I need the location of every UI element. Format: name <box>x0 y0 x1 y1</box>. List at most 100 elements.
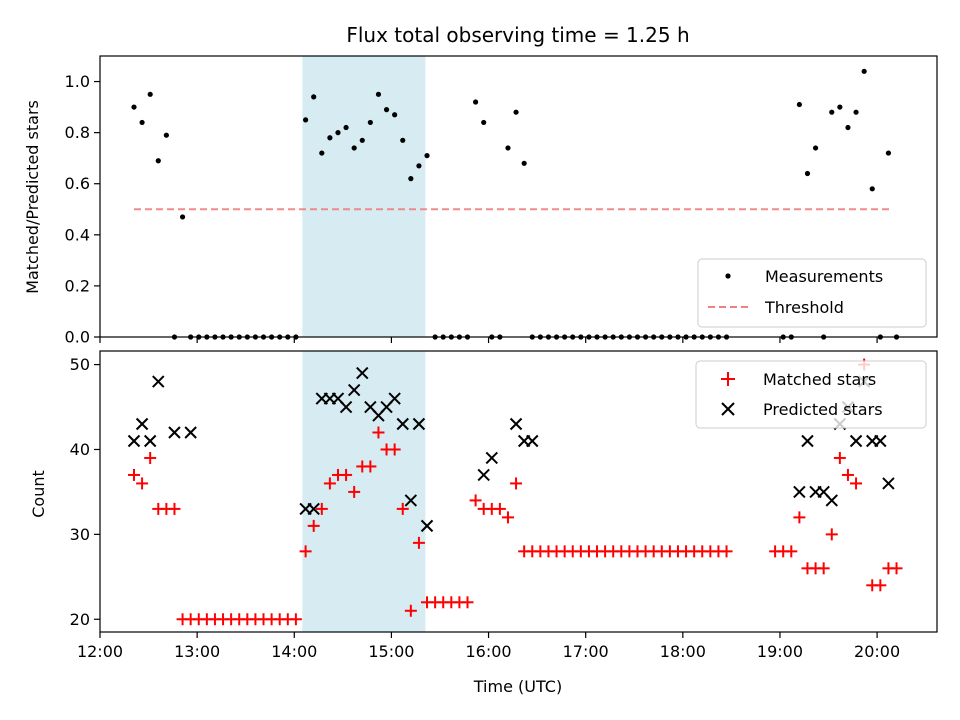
measurement-point <box>400 137 406 143</box>
matched-star-point <box>289 613 302 626</box>
measurement-point <box>869 186 875 192</box>
measurement-point <box>179 214 186 220</box>
matched-star-point <box>299 545 312 558</box>
predicted-star-point <box>347 383 361 397</box>
bottom-axes-frame <box>99 350 938 633</box>
top-panel: Flux total observing time = 1.25 h Match… <box>23 23 938 347</box>
measurement-point <box>139 119 145 126</box>
matched-star-point <box>469 494 482 507</box>
bottom-panel: Count Time (UTC) 20 30 40 50 12:00 13:00 14:0… <box>29 350 938 696</box>
matched-star-point <box>874 579 887 592</box>
matched-star-point <box>493 502 506 515</box>
x-tick-label: 18:00 <box>660 642 706 661</box>
top-y-ticks: 0.0 0.2 0.4 0.6 0.8 1.0 <box>65 72 100 347</box>
predicted-star-point <box>135 417 149 431</box>
measurement-point <box>481 119 487 126</box>
matched-star-point <box>372 426 385 439</box>
matched-star-point <box>340 468 353 481</box>
measurement-points <box>131 68 900 340</box>
measurement-point <box>796 101 802 108</box>
measurement-point <box>155 158 161 164</box>
predicted-star-point <box>412 417 426 431</box>
predicted-star-point <box>420 519 434 533</box>
legend-predicted-label: Predicted stars <box>763 400 883 419</box>
measurement-point <box>408 176 414 182</box>
measurement-point <box>521 160 527 166</box>
matched-star-point <box>307 519 320 532</box>
bottom-legend-box <box>695 360 927 429</box>
measurement-point <box>375 91 382 97</box>
predicted-star-point <box>388 392 401 405</box>
x-tick-label: 20:00 <box>854 642 900 661</box>
y-tick-label: 40 <box>70 440 90 459</box>
matched-star-point <box>396 502 409 515</box>
matched-star-point <box>841 468 854 481</box>
top-axes-frame <box>99 55 938 338</box>
predicted-star-point <box>882 477 895 490</box>
y-tick-label: 1.0 <box>65 72 90 91</box>
predicted-star-point <box>152 375 165 388</box>
measurement-point <box>351 145 357 151</box>
matched-star-point <box>364 460 377 473</box>
y-tick-label: 0.8 <box>65 123 90 142</box>
legend-measurements-marker <box>725 273 731 279</box>
predicted-star-point <box>356 366 369 380</box>
y-tick-label: 20 <box>70 610 90 629</box>
matched-star-point <box>793 511 806 524</box>
x-tick-label: 13:00 <box>174 642 220 661</box>
measurement-point <box>367 119 373 126</box>
measurement-point <box>424 153 430 159</box>
predicted-star-point <box>307 502 320 516</box>
measurement-point <box>303 117 309 123</box>
matched-star-point <box>890 562 903 575</box>
matched-star-point <box>136 477 149 490</box>
legend-matched-label: Matched stars <box>763 370 876 389</box>
matched-star-point <box>144 451 157 464</box>
predicted-star-point <box>477 468 490 482</box>
measurement-point <box>163 132 169 138</box>
x-tick-label: 14:00 <box>271 642 317 661</box>
top-legend-box <box>697 258 927 328</box>
measurement-point <box>311 94 317 100</box>
measurement-point <box>861 68 867 74</box>
matched-star-point <box>168 502 181 515</box>
matched-star-point <box>720 545 733 558</box>
matched-star-point <box>388 443 401 456</box>
predicted-star-point <box>184 426 197 439</box>
predicted-star-point <box>849 434 863 448</box>
measurement-point <box>812 145 819 151</box>
predicted-star-point <box>143 434 157 448</box>
y-tick-label: 0.2 <box>65 276 90 295</box>
measurement-point <box>505 145 511 151</box>
measurement-point <box>845 124 851 131</box>
measurement-point <box>335 130 341 136</box>
measurement-point <box>383 107 390 113</box>
matched-star-point <box>817 562 830 575</box>
measurement-point <box>853 109 859 115</box>
y-tick-label: 0.0 <box>65 328 90 347</box>
predicted-star-point <box>874 434 887 448</box>
y-tick-label: 0.6 <box>65 174 90 193</box>
measurement-point <box>837 104 843 110</box>
matched-star-point <box>315 502 328 515</box>
predicted-star-point <box>168 426 181 439</box>
measurement-point <box>343 124 349 131</box>
x-tick-label: 16:00 <box>465 642 511 661</box>
measurement-point <box>472 99 479 105</box>
matched-star-point <box>501 511 514 524</box>
top-highlight-span <box>302 56 426 337</box>
legend-measurements-label: Measurements <box>765 267 883 286</box>
predicted-star-point <box>404 494 418 507</box>
predicted-star-point <box>127 434 141 448</box>
predicted-star-point <box>801 434 814 448</box>
measurement-point <box>131 104 137 110</box>
top-y-axis-label: Matched/Predicted stars <box>23 100 42 294</box>
x-tick-label: 15:00 <box>368 642 414 661</box>
measurement-point <box>392 112 398 118</box>
measurement-point <box>319 150 325 156</box>
x-tick-label: 12:00 <box>77 642 123 661</box>
predicted-star-point <box>825 494 838 507</box>
matched-star-point <box>348 485 361 498</box>
